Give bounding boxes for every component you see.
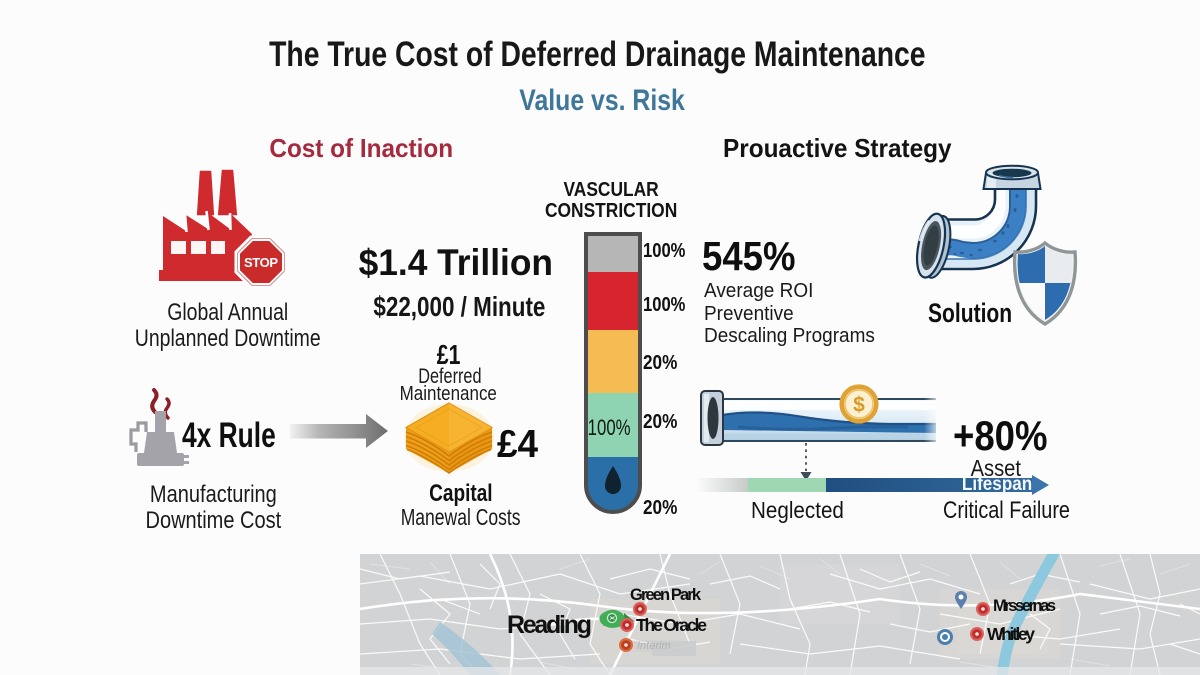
svg-text:Interim: Interim <box>637 640 671 652</box>
svg-text:Green Park: Green Park <box>630 586 702 604</box>
svg-text:Whitley: Whitley <box>987 624 1035 644</box>
svg-text:STOP: STOP <box>244 255 278 270</box>
svg-text:$: $ <box>853 394 865 417</box>
svg-text:Reading: Reading <box>507 611 592 639</box>
svg-text:The Oracle: The Oracle <box>636 615 707 635</box>
svg-text:Mrssernas: Mrssernas <box>993 597 1056 615</box>
